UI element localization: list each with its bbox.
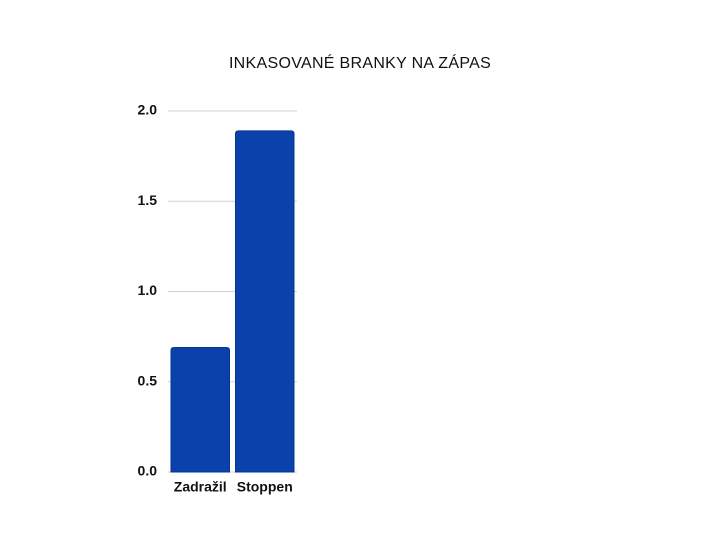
- y-tick-label: 1.5: [138, 192, 158, 208]
- chart-title: INKASOVANÉ BRANKY NA ZÁPAS: [229, 53, 491, 72]
- x-tick-label: Zadražil: [174, 479, 227, 495]
- bar: [170, 346, 230, 473]
- y-tick-label: 1.0: [138, 282, 158, 298]
- y-tick-label: 0.0: [138, 463, 158, 479]
- bar: [235, 130, 295, 473]
- y-tick-label: 2.0: [138, 102, 158, 118]
- y-tick-label: 0.5: [138, 372, 158, 388]
- x-tick-label: Stoppen: [237, 479, 293, 495]
